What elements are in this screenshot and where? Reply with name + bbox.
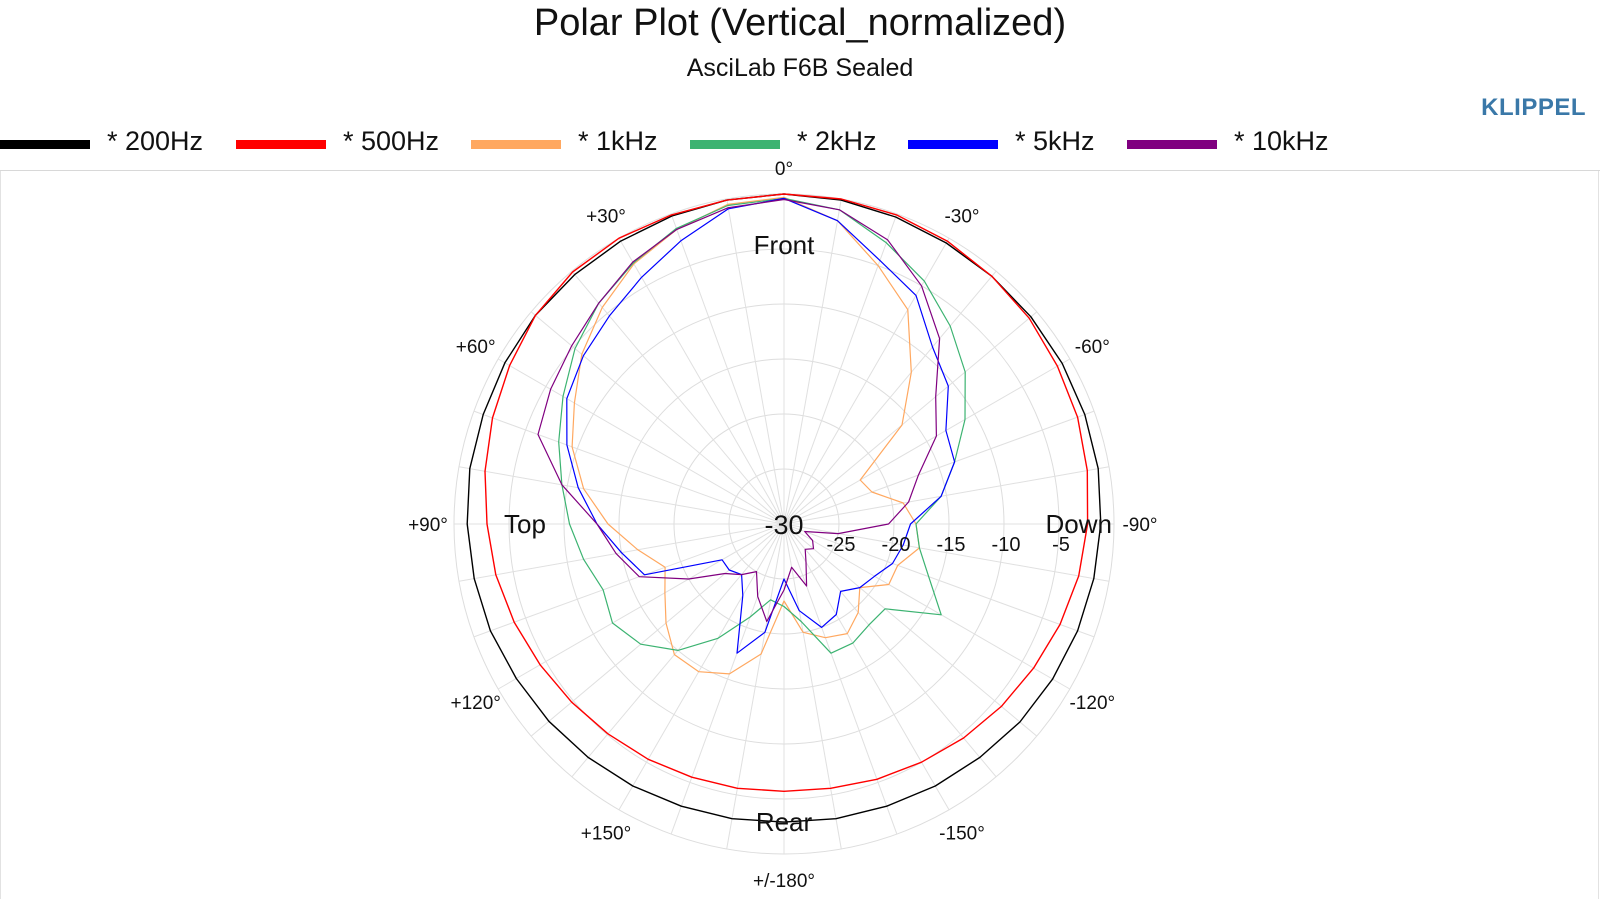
- legend-swatch: [0, 140, 90, 149]
- angle-label: -30°: [944, 207, 979, 228]
- grid-spoke: [726, 523, 785, 850]
- grid-spoke: [783, 311, 1038, 525]
- grid-spoke: [783, 466, 1110, 525]
- radial-tick-label: -10: [992, 534, 1021, 556]
- rear-label: Rear: [756, 807, 813, 837]
- legend-label: * 1kHz: [578, 126, 658, 156]
- grid-spoke: [783, 523, 1071, 690]
- grid-spoke: [783, 358, 1071, 525]
- series-line-2khz: [558, 197, 966, 654]
- angle-label: -150°: [939, 823, 985, 844]
- angle-label: 0°: [775, 159, 793, 180]
- top-label: Top: [504, 509, 546, 539]
- grid-spoke: [473, 523, 785, 638]
- grid-spoke: [670, 523, 785, 835]
- grid-spoke: [571, 270, 785, 525]
- angle-label: +90°: [408, 515, 448, 536]
- angle-label: +30°: [586, 207, 626, 228]
- legend-swatch: [471, 140, 561, 149]
- legend-swatch: [1127, 140, 1217, 149]
- grid-spoke: [530, 311, 785, 525]
- legend-label: * 200Hz: [107, 126, 204, 156]
- angle-label: +120°: [450, 693, 500, 714]
- grid-spoke: [783, 270, 997, 525]
- grid-spoke: [473, 410, 785, 525]
- polar-labels: 0° +30° -30° +60° -60° +90° -90° +120° -120° +150…: [408, 159, 1157, 892]
- grid-spoke: [530, 523, 785, 737]
- grid-spoke: [783, 523, 1038, 737]
- legend-label: * 2kHz: [797, 126, 877, 156]
- chart-subtitle: AsciLab F6B Sealed: [686, 54, 914, 82]
- plot-frame: [0, 171, 1599, 899]
- radial-tick-label: -5: [1052, 534, 1070, 556]
- grid-spoke: [783, 198, 842, 525]
- grid-spoke: [458, 466, 785, 525]
- legend-swatch: [908, 140, 998, 149]
- radial-tick-label: -25: [827, 534, 856, 556]
- radial-tick-label: -15: [937, 534, 966, 556]
- legend-swatch: [236, 140, 326, 149]
- legend: * 200Hz * 500Hz * 1kHz * 2kHz * 5kHz * 1…: [0, 126, 1600, 162]
- grid-spoke: [783, 523, 898, 835]
- grid-spoke: [497, 358, 785, 525]
- angle-label: +/-180°: [753, 871, 815, 892]
- front-label: Front: [754, 230, 815, 260]
- legend-label: * 10kHz: [1234, 126, 1329, 156]
- down-label: Down: [1046, 509, 1112, 539]
- angle-label: -120°: [1069, 693, 1115, 714]
- legend-label: * 500Hz: [343, 126, 440, 156]
- grid-spoke: [726, 198, 785, 525]
- series-line-200hz: [466, 193, 1102, 823]
- legend-divider: [0, 170, 1600, 171]
- angle-label: -60°: [1075, 337, 1110, 358]
- series-line-500hz: [484, 193, 1089, 792]
- grid-spoke: [497, 523, 785, 690]
- legend-swatch: [690, 140, 780, 149]
- chart-title: Polar Plot (Vertical_normalized): [533, 2, 1067, 44]
- grid-spoke: [618, 237, 785, 525]
- angle-label: +60°: [456, 337, 496, 358]
- brand-logo: KLIPPEL: [1481, 94, 1586, 121]
- angle-label: +150°: [581, 823, 631, 844]
- polar-series: [466, 193, 1102, 823]
- grid-spoke: [783, 410, 1095, 525]
- series-line-1khz: [571, 196, 921, 675]
- grid-spoke: [783, 523, 1095, 638]
- series-line-10khz: [537, 198, 941, 623]
- legend-label: * 5kHz: [1015, 126, 1095, 156]
- angle-label: -90°: [1122, 515, 1157, 536]
- series-line-5khz: [566, 197, 956, 654]
- radial-tick-label: -30: [764, 510, 803, 540]
- radial-tick-label: -20: [882, 534, 911, 556]
- grid-spoke: [670, 213, 785, 525]
- grid-spoke: [783, 523, 842, 850]
- polar-grid: [453, 193, 1115, 855]
- grid-spoke: [783, 523, 997, 778]
